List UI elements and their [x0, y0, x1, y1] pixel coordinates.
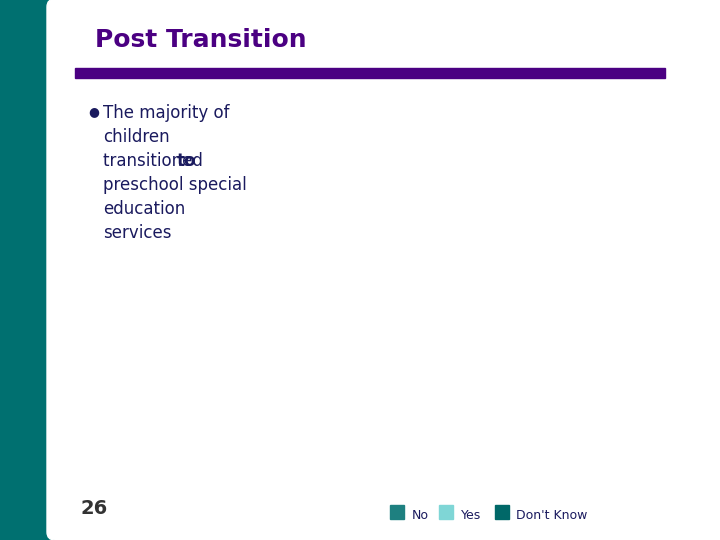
- Text: children: children: [103, 128, 170, 146]
- Text: ●: ●: [88, 105, 99, 118]
- Wedge shape: [454, 141, 566, 254]
- Bar: [390, 505, 404, 519]
- Text: Post Transition: Post Transition: [95, 28, 307, 52]
- Text: Yes: Yes: [461, 509, 481, 522]
- Wedge shape: [454, 141, 461, 254]
- Text: The majority of: The majority of: [103, 104, 230, 122]
- Wedge shape: [341, 141, 566, 366]
- Text: to: to: [177, 152, 197, 170]
- Bar: [495, 505, 508, 519]
- Bar: [0, 0, 58, 540]
- Text: transitioned: transitioned: [103, 152, 208, 170]
- Text: No: No: [412, 509, 429, 522]
- Text: 26: 26: [80, 499, 107, 518]
- Bar: [439, 505, 453, 519]
- Bar: [75, 68, 665, 78]
- Text: 24%: 24%: [505, 218, 541, 233]
- Text: preschool special: preschool special: [103, 176, 247, 194]
- Text: 75%: 75%: [392, 278, 429, 293]
- Text: services: services: [103, 224, 171, 242]
- FancyBboxPatch shape: [47, 0, 720, 540]
- Text: Don't Know: Don't Know: [516, 509, 588, 522]
- Bar: [0, 0, 165, 100]
- Text: 1%: 1%: [432, 159, 457, 174]
- Text: education: education: [103, 200, 185, 218]
